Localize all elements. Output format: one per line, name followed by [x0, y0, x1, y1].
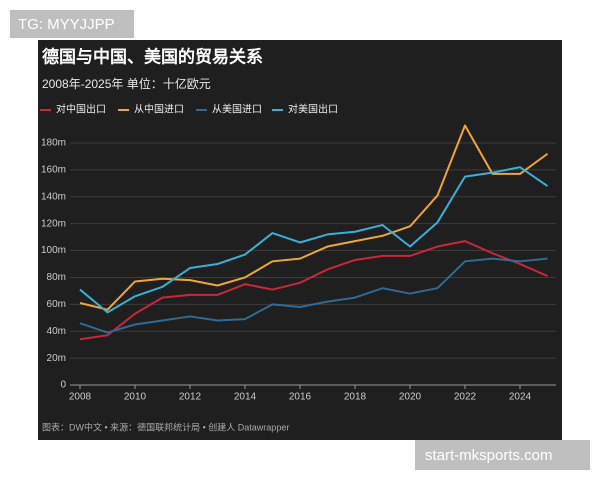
watermark: TG: MYYJJPP	[18, 16, 115, 33]
series-line	[79, 257, 548, 334]
series-line	[79, 166, 549, 314]
y-tick-label: 80m	[47, 272, 66, 283]
legend-label: 对美国出口	[288, 103, 338, 116]
x-tick-label: 2012	[179, 392, 202, 403]
y-tick-label: 180m	[41, 138, 66, 149]
y-tick-label: 40m	[47, 326, 66, 337]
watermark: start-mksports.com	[425, 447, 553, 464]
y-tick-label: 160m	[41, 165, 66, 176]
chart-subtitle: 2008年-2025年 单位：十亿欧元	[42, 76, 211, 91]
x-tick-label: 2008	[69, 392, 92, 403]
x-tick-label: 2014	[234, 392, 257, 403]
series-line	[79, 124, 549, 311]
legend-label: 从美国进口	[212, 103, 262, 116]
y-tick-label: 0	[60, 380, 66, 391]
series-line	[79, 240, 548, 341]
y-tick-label: 20m	[47, 353, 66, 364]
x-tick-label: 2018	[344, 392, 367, 403]
legend-label: 从中国进口	[134, 103, 184, 116]
watermark-box	[415, 440, 590, 470]
x-tick-label: 2024	[509, 392, 532, 403]
x-tick-label: 2020	[399, 392, 422, 403]
watermark-box	[10, 10, 134, 38]
y-tick-label: 140m	[41, 191, 66, 202]
chart-background	[38, 40, 562, 440]
y-tick-label: 60m	[47, 299, 66, 310]
y-tick-label: 120m	[41, 218, 66, 229]
legend-label: 对中国出口	[56, 103, 106, 116]
chart-title: 德国与中国、美国的贸易关系	[42, 46, 263, 66]
y-tick-label: 100m	[41, 245, 66, 256]
chart-source: 图表：DW中文 • 来源：德国联邦统计局 • 创建人 Datawrapper	[42, 421, 289, 432]
x-tick-label: 2022	[454, 392, 477, 403]
x-tick-label: 2010	[124, 392, 147, 403]
x-tick-label: 2016	[289, 392, 312, 403]
